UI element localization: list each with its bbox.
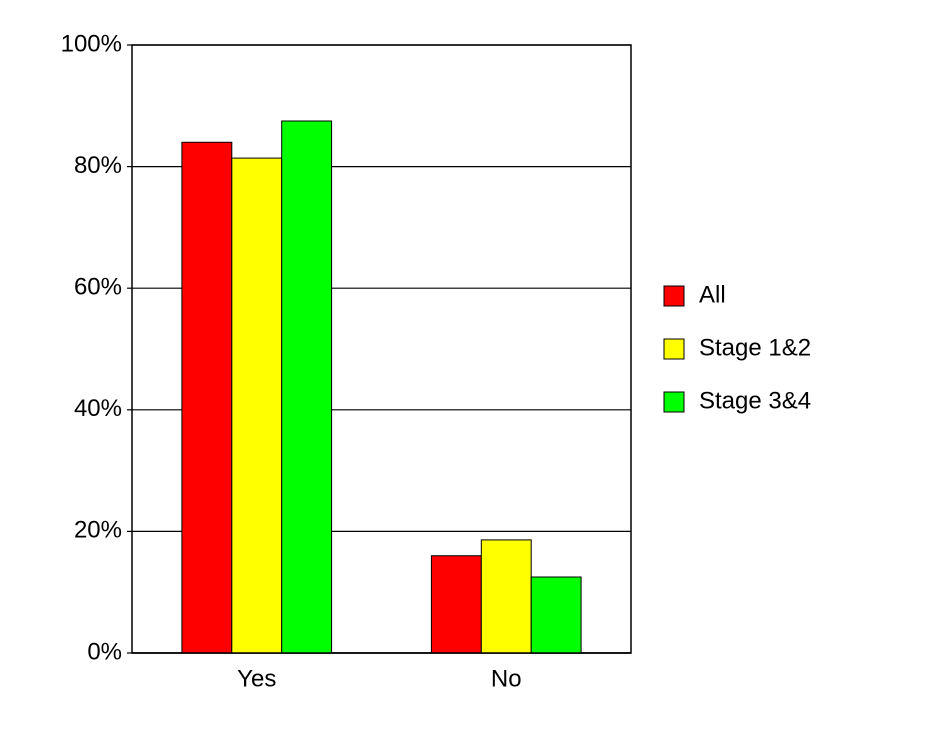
bar xyxy=(281,120,333,654)
bar xyxy=(480,539,532,654)
y-tick-label: 60% xyxy=(74,274,122,301)
x-tick-label: Yes xyxy=(237,665,276,692)
y-tick-label: 0% xyxy=(87,638,122,665)
legend-label: Stage 3&4 xyxy=(699,387,811,414)
x-tick-label: No xyxy=(491,665,522,692)
legend-swatch xyxy=(663,285,685,307)
bar xyxy=(530,576,582,654)
bar xyxy=(181,141,233,654)
legend-swatch xyxy=(663,338,685,360)
y-tick-label: 80% xyxy=(74,152,122,179)
legend-label: All xyxy=(699,281,726,308)
legend-label: Stage 1&2 xyxy=(699,334,811,361)
y-tick-label: 40% xyxy=(74,395,122,422)
y-tick-label: 20% xyxy=(74,517,122,544)
bar xyxy=(430,555,482,654)
y-tick-label: 100% xyxy=(61,30,122,57)
bar xyxy=(231,157,283,654)
legend-swatch xyxy=(663,391,685,413)
